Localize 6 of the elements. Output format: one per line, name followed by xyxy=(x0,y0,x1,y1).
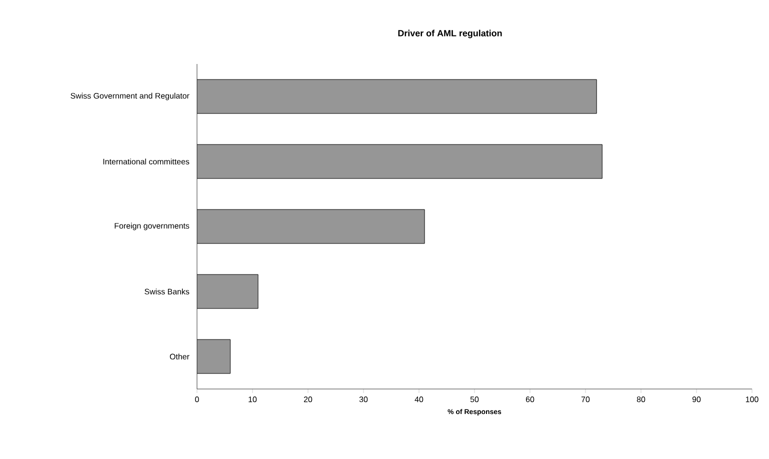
bar xyxy=(197,79,597,114)
bar xyxy=(197,274,258,309)
bar xyxy=(197,339,231,374)
bar xyxy=(197,209,425,244)
bar xyxy=(197,144,602,179)
chart-title: Driver of AML regulation xyxy=(398,30,502,38)
